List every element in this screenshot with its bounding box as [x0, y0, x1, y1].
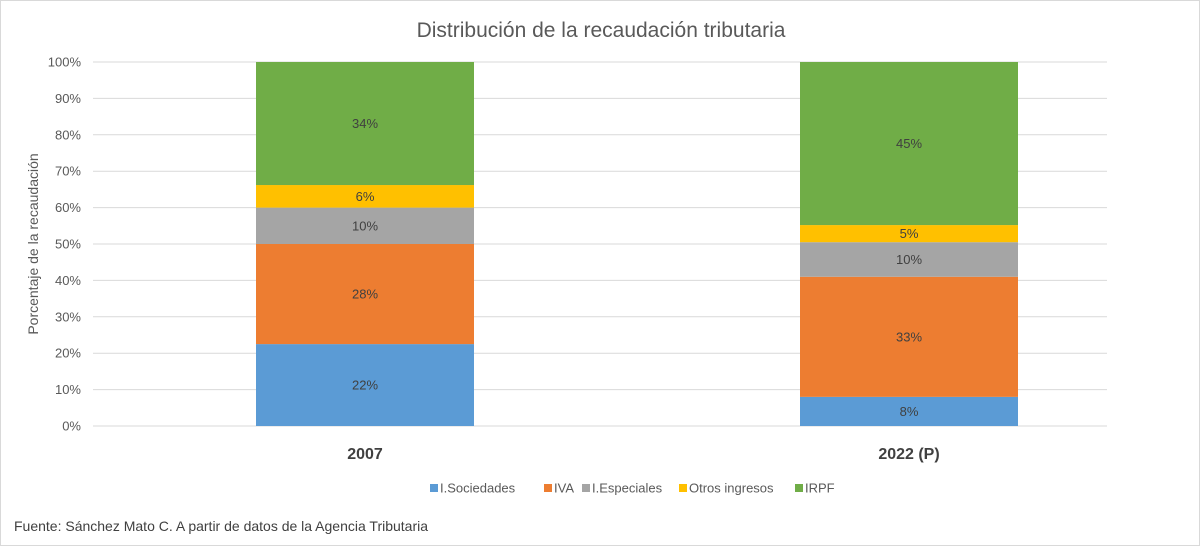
legend: I.Sociedades IVA I.Especiales Otros ingreso…	[430, 481, 835, 496]
data-label: 28%	[352, 287, 378, 302]
y-tick-label: 90%	[55, 91, 81, 106]
legend-label: I.Especiales	[592, 481, 663, 496]
legend-label: Otros ingresos	[689, 481, 774, 496]
y-tick-label: 10%	[55, 382, 81, 397]
data-label: 33%	[896, 329, 922, 344]
y-tick-label: 0%	[62, 419, 81, 434]
y-tick-label: 20%	[55, 346, 81, 361]
chart-title: Distribución de la recaudación tributari…	[417, 19, 786, 42]
bar-segment	[256, 62, 474, 186]
y-axis-ticks: 0% 10% 20% 30% 40% 50% 60% 70% 80% 90% 100%	[48, 55, 82, 434]
legend-swatch	[582, 484, 590, 492]
bars: 22% 28% 10% 6% 34% 8% 33% 10% 5% 45%	[256, 62, 1018, 426]
bar-segment	[256, 244, 474, 345]
legend-swatch	[430, 484, 438, 492]
bar-segment	[800, 62, 1018, 226]
data-label: 10%	[352, 218, 378, 233]
y-tick-label: 60%	[55, 200, 81, 215]
y-tick-label: 80%	[55, 127, 81, 142]
y-tick-label: 70%	[55, 164, 81, 179]
y-tick-label: 40%	[55, 273, 81, 288]
bar-segment	[256, 207, 474, 244]
y-tick-label: 100%	[48, 55, 82, 70]
data-label: 45%	[896, 136, 922, 151]
x-category-label: 2007	[347, 446, 383, 463]
data-label: 6%	[356, 189, 375, 204]
x-axis-categories: 2007 2022 (P)	[347, 446, 939, 463]
bar-segment	[800, 225, 1018, 243]
legend-swatch	[544, 484, 552, 492]
y-axis-label: Porcentaje de la recaudación	[25, 153, 41, 334]
legend-swatch	[679, 484, 687, 492]
data-label: 22%	[352, 378, 378, 393]
bar-segment	[800, 242, 1018, 277]
legend-swatch	[795, 484, 803, 492]
bar-segment	[256, 344, 474, 426]
source-note: Fuente: Sánchez Mato C. A partir de dato…	[14, 518, 428, 534]
y-tick-label: 50%	[55, 237, 81, 252]
data-label: 5%	[900, 226, 919, 241]
legend-label: I.Sociedades	[440, 481, 516, 496]
data-label: 10%	[896, 252, 922, 267]
legend-label: IVA	[554, 481, 574, 496]
bar-segment	[800, 276, 1018, 397]
bar-segment	[256, 185, 474, 208]
legend-label: IRPF	[805, 481, 835, 496]
y-tick-label: 30%	[55, 309, 81, 324]
x-category-label: 2022 (P)	[878, 446, 939, 463]
data-label: 8%	[900, 404, 919, 419]
data-label: 34%	[352, 116, 378, 131]
bar-segment	[800, 396, 1018, 426]
